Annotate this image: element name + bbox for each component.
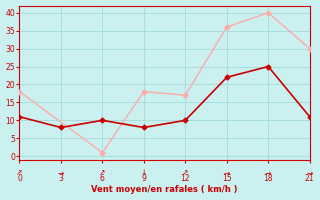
Text: →: →	[58, 168, 64, 177]
Text: →: →	[265, 168, 271, 177]
Text: →: →	[224, 168, 230, 177]
Text: ↓: ↓	[141, 168, 147, 177]
Text: ↗: ↗	[99, 168, 106, 177]
Text: ↗: ↗	[182, 168, 188, 177]
X-axis label: Vent moyen/en rafales ( km/h ): Vent moyen/en rafales ( km/h )	[91, 185, 238, 194]
Text: ↗: ↗	[16, 168, 23, 177]
Text: →: →	[307, 168, 313, 177]
